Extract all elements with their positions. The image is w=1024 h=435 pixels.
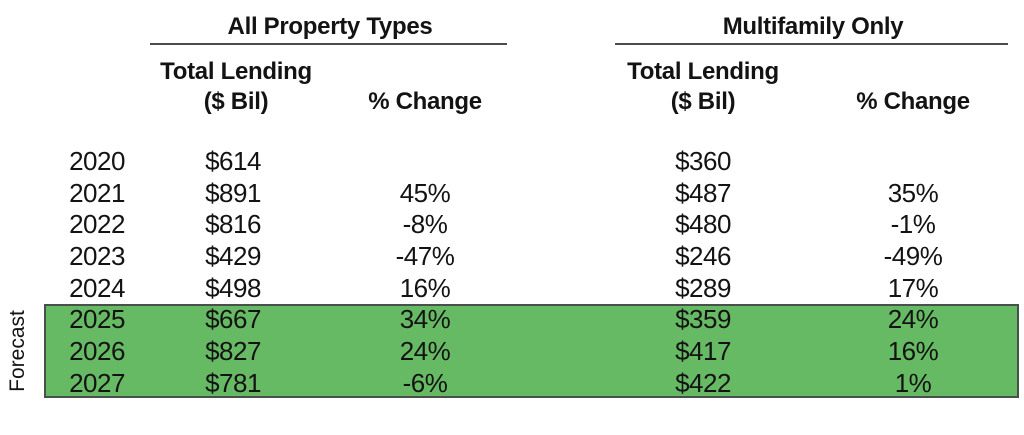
multifamily-change-cell: 24% — [887, 304, 939, 335]
table-row: 2027 $781 -6% $422 1% — [0, 368, 1024, 400]
column-header-all-total-lending: Total Lending ($ Bil) — [156, 57, 316, 117]
group-header-all-property-types: All Property Types — [227, 13, 433, 40]
multifamily-lending-cell: $360 — [675, 146, 731, 176]
all-types-change-cell: 45% — [399, 177, 451, 208]
table-row: 2023 $429 -47% $246 -49% — [0, 241, 1024, 273]
all-types-change-cell: 24% — [399, 336, 451, 367]
year-cell: 2023 — [69, 241, 125, 272]
year-cell: 2024 — [69, 272, 125, 303]
year-cell: 2021 — [69, 177, 125, 208]
year-cell: 2020 — [69, 146, 125, 176]
all-types-lending-cell: $827 — [205, 336, 261, 367]
all-types-lending-cell: $614 — [205, 146, 261, 176]
table-row: 2026 $827 24% $417 16% — [0, 336, 1024, 368]
all-types-change-cell: -8% — [402, 209, 448, 240]
year-cell: 2022 — [69, 209, 125, 240]
table-row: 2022 $816 -8% $480 -1% — [0, 209, 1024, 241]
group-header-multifamily-only: Multifamily Only — [722, 13, 904, 40]
multifamily-lending-cell: $246 — [675, 241, 731, 272]
all-types-lending-cell: $667 — [205, 304, 261, 335]
group-underline-multifamily-only — [615, 43, 1008, 45]
column-header-line2: ($ Bil) — [203, 88, 269, 115]
table-row: 2025 $667 34% $359 24% — [0, 304, 1024, 336]
multifamily-lending-cell: $417 — [675, 336, 731, 367]
all-types-change-cell: -47% — [395, 241, 455, 272]
multifamily-change-cell: 1% — [894, 367, 932, 398]
column-header-mf-pct-change: % Change — [856, 88, 970, 115]
column-header-line2: ($ Bil) — [670, 88, 736, 115]
year-cell: 2025 — [69, 304, 125, 335]
group-underline-all-property-types — [150, 43, 507, 45]
all-types-change-cell: 34% — [399, 304, 451, 335]
column-header-line1: Total Lending — [160, 58, 312, 85]
all-types-change-cell: 16% — [399, 272, 451, 303]
year-cell: 2027 — [69, 367, 125, 398]
all-types-lending-cell: $816 — [205, 209, 261, 240]
year-cell: 2026 — [69, 336, 125, 367]
column-header-line1: Total Lending — [627, 58, 779, 85]
forecast-highlight-box — [44, 304, 1019, 398]
all-types-lending-cell: $498 — [205, 272, 261, 303]
table-row: 2020 $614 $360 — [0, 146, 1024, 178]
multifamily-lending-cell: $359 — [675, 304, 731, 335]
multifamily-change-cell: 35% — [887, 177, 939, 208]
all-types-lending-cell: $891 — [205, 177, 261, 208]
multifamily-change-cell: 17% — [887, 272, 939, 303]
multifamily-change-cell: -49% — [883, 241, 943, 272]
column-header-all-pct-change: % Change — [368, 88, 482, 115]
multifamily-lending-cell: $289 — [675, 272, 731, 303]
multifamily-change-cell — [833, 146, 993, 178]
multifamily-change-cell: -1% — [890, 209, 936, 240]
column-header-mf-total-lending: Total Lending ($ Bil) — [623, 57, 783, 117]
all-types-change-cell — [345, 146, 505, 178]
table-body: 2020 $614 $360 2021 $891 45% $487 35% 20… — [0, 146, 1024, 400]
multifamily-change-cell: 16% — [887, 336, 939, 367]
all-types-lending-cell: $781 — [205, 367, 261, 398]
all-types-lending-cell: $429 — [205, 241, 261, 272]
multifamily-lending-cell: $487 — [675, 177, 731, 208]
multifamily-lending-cell: $480 — [675, 209, 731, 240]
table-row: 2021 $891 45% $487 35% — [0, 178, 1024, 210]
table-row: 2024 $498 16% $289 17% — [0, 273, 1024, 305]
all-types-change-cell: -6% — [402, 367, 448, 398]
multifamily-lending-cell: $422 — [675, 367, 731, 398]
